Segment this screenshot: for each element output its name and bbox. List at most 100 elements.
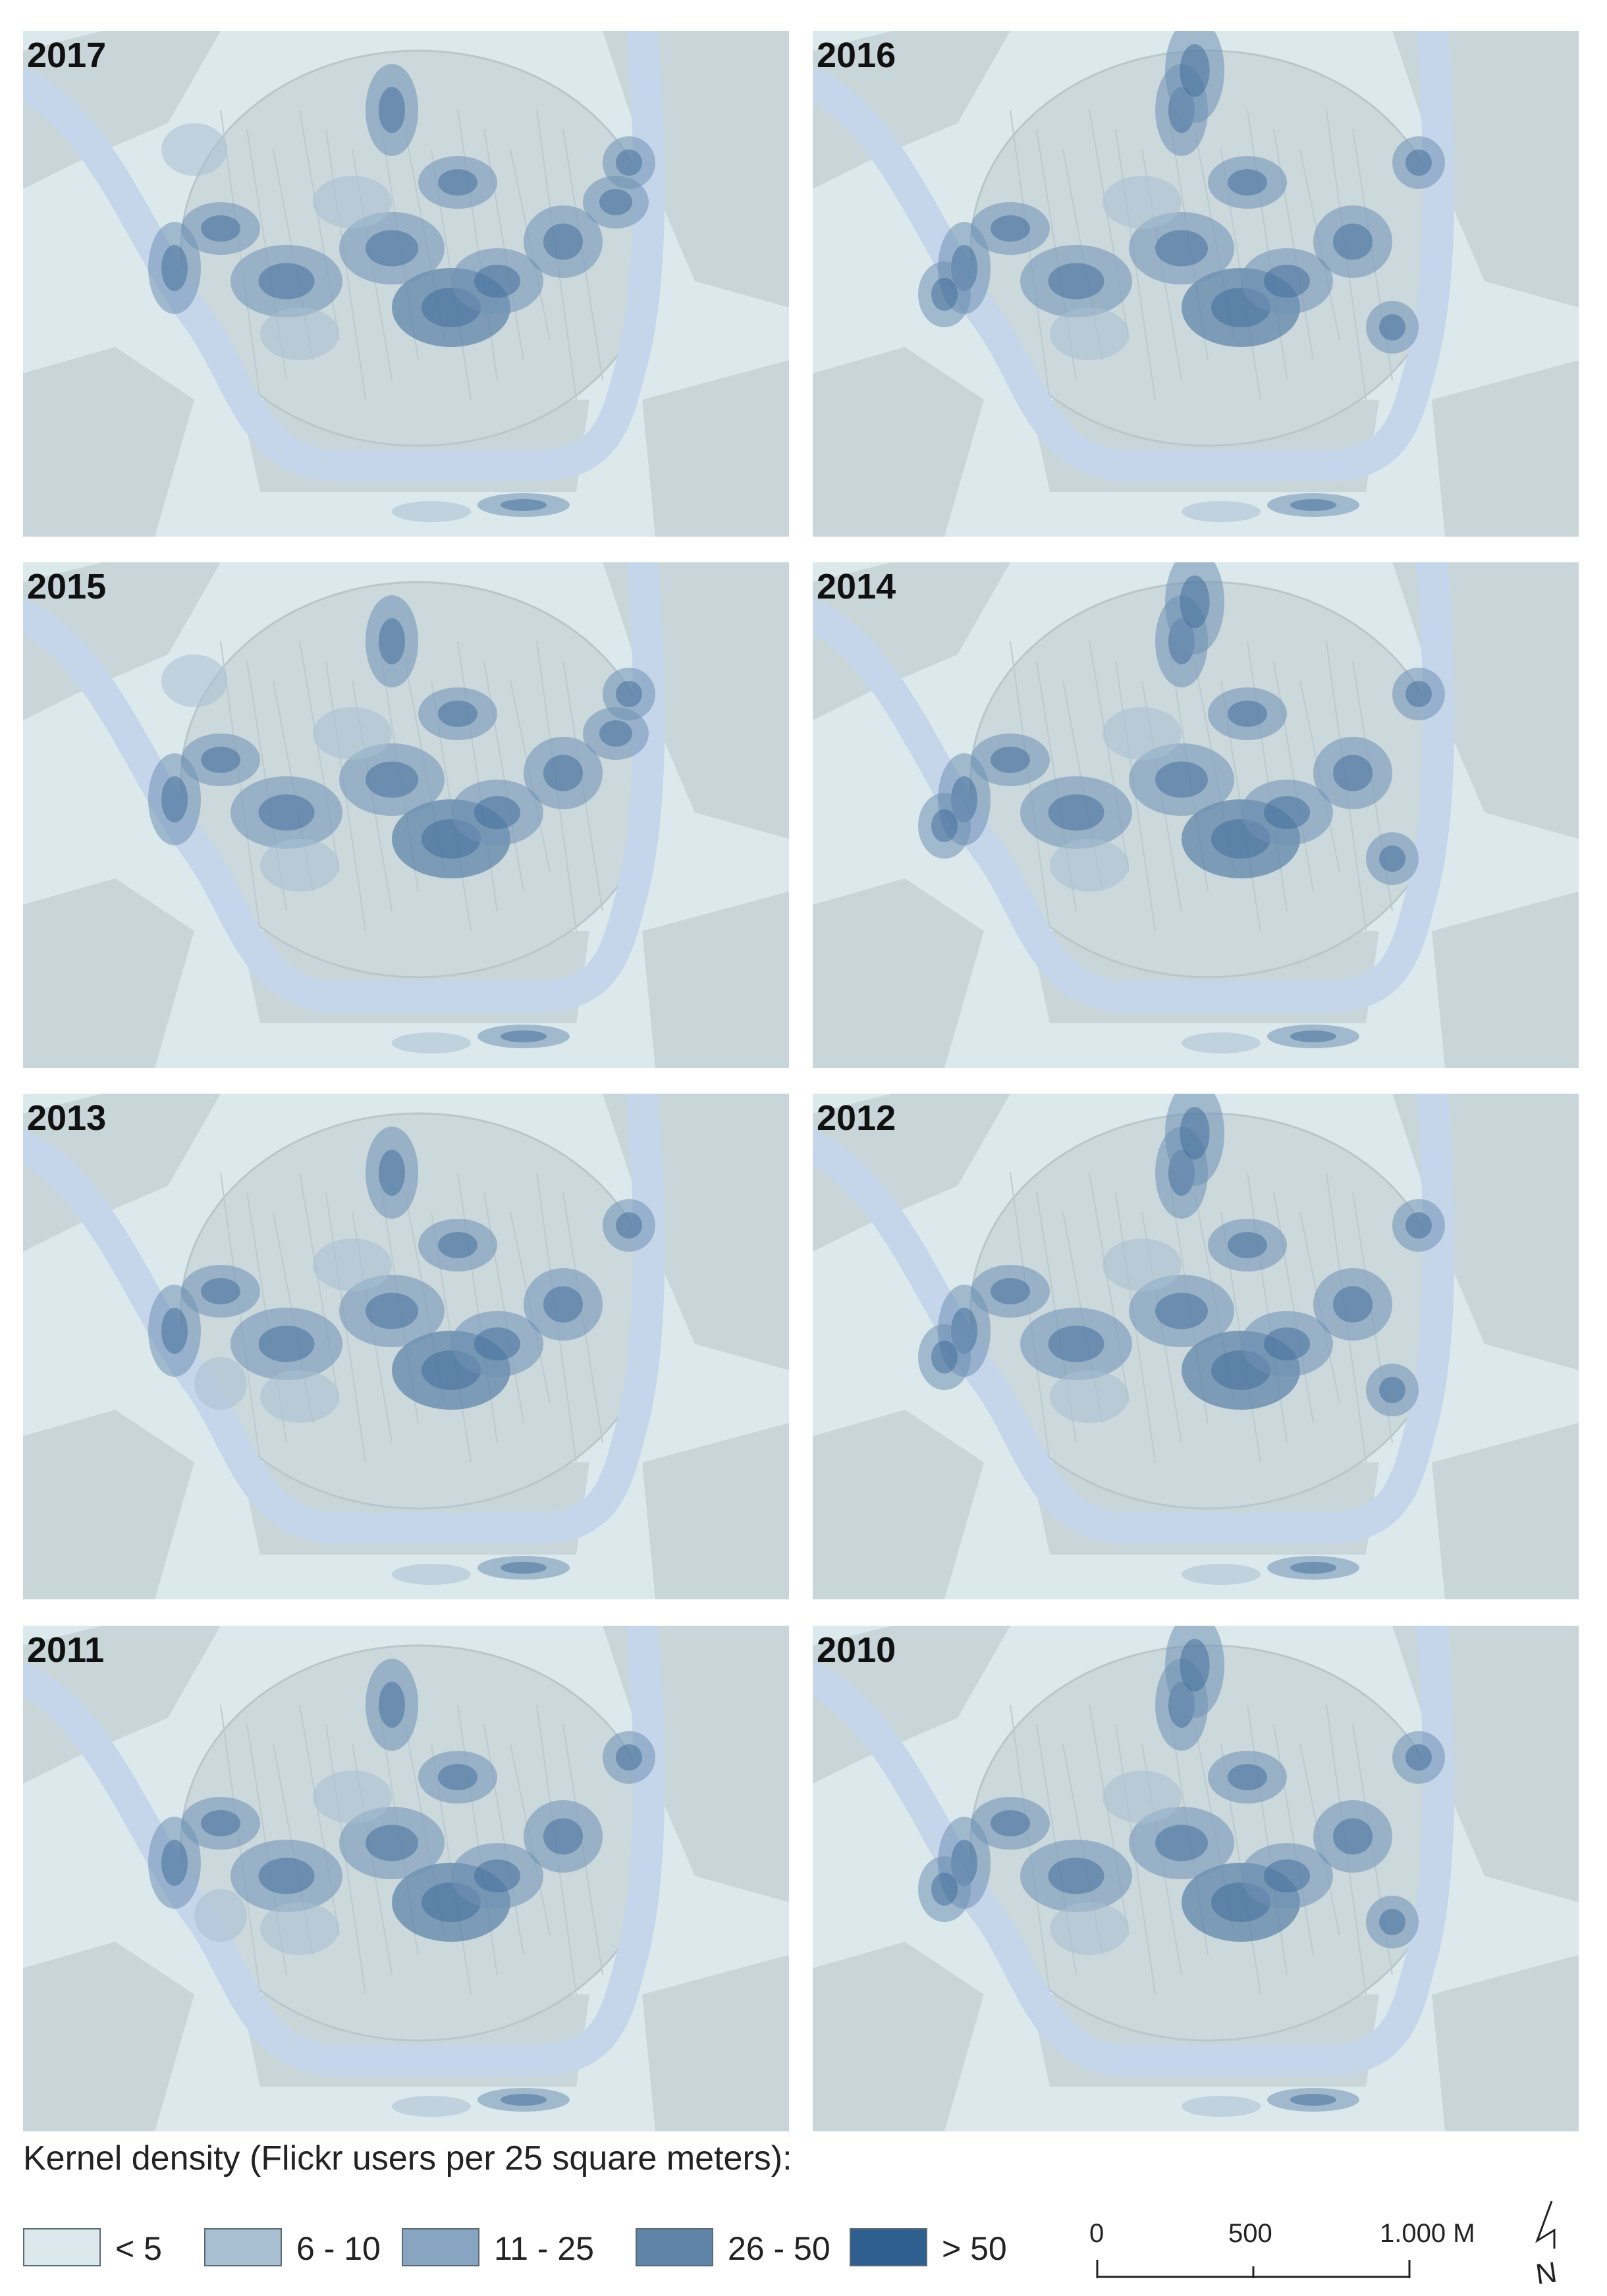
land-area: [1432, 360, 1579, 537]
legend-label: 11 - 25: [494, 2230, 594, 2267]
density-core: [366, 1293, 418, 1329]
density-core: [599, 720, 632, 747]
density-core: [543, 1286, 583, 1323]
river: [813, 1094, 1455, 1544]
land-area: [23, 878, 194, 1068]
river: [813, 31, 1455, 481]
density-core: [161, 776, 188, 822]
density-core: [201, 1810, 240, 1836]
street-line: [299, 1172, 340, 1404]
street-line: [1010, 641, 1050, 932]
density-core: [1155, 1293, 1208, 1329]
density-core: [1290, 1562, 1336, 1574]
density-core: [543, 223, 583, 260]
street-line: [220, 641, 261, 932]
land-area: [23, 347, 194, 537]
density-core: [474, 796, 520, 829]
density-core: [931, 1341, 958, 1374]
land-area: [1432, 1955, 1579, 2131]
panel-year-label: 2015: [27, 567, 107, 606]
density-cluster: [161, 123, 227, 176]
density-cluster: [313, 176, 392, 228]
density-core: [1264, 265, 1310, 298]
density-core: [1379, 314, 1405, 340]
street-line: [299, 1704, 340, 1936]
land-area: [23, 31, 221, 189]
panel-year-label: 2014: [817, 567, 896, 606]
density-core: [161, 1840, 188, 1886]
density-core: [1180, 575, 1210, 628]
density-core: [438, 701, 477, 727]
panel-year-label: 2016: [817, 36, 896, 75]
density-core: [501, 499, 547, 511]
density-cluster: [313, 1771, 392, 1823]
density-core: [1405, 149, 1432, 176]
density-core: [616, 149, 642, 176]
map-graphic: [23, 1094, 789, 1599]
legend-label: > 50: [942, 2230, 1007, 2267]
density-core: [1228, 701, 1267, 727]
density-core: [474, 1859, 520, 1892]
density-core: [201, 747, 240, 773]
density-core: [599, 189, 632, 215]
density-core: [991, 1278, 1030, 1304]
north-arrow-icon: N: [1534, 2201, 1559, 2291]
land-area: [23, 1626, 221, 1784]
density-cluster: [194, 1889, 247, 1942]
street-line: [1089, 1172, 1130, 1404]
density-core: [366, 761, 418, 798]
river: [813, 562, 1455, 1013]
legend-label: < 5: [115, 2230, 162, 2267]
legend-swatch: [402, 2228, 479, 2266]
density-core: [474, 265, 520, 298]
density-cluster: [1050, 1902, 1129, 1955]
map-panel-2010: 2010: [813, 1626, 1579, 2131]
density-cluster: [1182, 501, 1261, 522]
density-core: [501, 2094, 547, 2106]
density-core: [991, 747, 1030, 773]
street-line: [1089, 1704, 1130, 1936]
density-core: [1379, 1377, 1405, 1403]
map-graphic: [23, 1626, 789, 2131]
density-cluster: [1182, 1564, 1261, 1585]
density-core: [991, 1810, 1030, 1836]
land-area: [23, 562, 221, 720]
land-area: [23, 1094, 221, 1252]
density-core: [258, 1325, 315, 1362]
density-core: [1228, 1764, 1267, 1790]
street-line: [1010, 1172, 1050, 1463]
density-core: [616, 681, 642, 707]
density-core: [1180, 1639, 1210, 1692]
density-core: [1180, 44, 1210, 97]
land-area: [813, 878, 984, 1068]
land-area: [813, 1094, 1010, 1252]
density-core: [161, 245, 188, 291]
density-core: [931, 809, 958, 842]
density-core: [438, 1232, 477, 1258]
river: [23, 1626, 665, 2076]
scale-tick-1000: 1.000 M: [1380, 2219, 1475, 2248]
scale-bar-graphic: [1096, 2260, 1411, 2278]
land-area: [813, 1410, 984, 1599]
density-cluster: [1050, 307, 1129, 360]
map-graphic: [813, 31, 1579, 537]
density-core: [1180, 1107, 1210, 1160]
density-core: [258, 1857, 315, 1894]
density-core: [501, 1562, 547, 1574]
street-line: [299, 641, 340, 872]
density-core: [1290, 499, 1336, 511]
street-line: [220, 1172, 261, 1463]
density-cluster: [260, 1902, 339, 1955]
map-graphic: [813, 1626, 1579, 2131]
street-line: [1010, 109, 1050, 400]
density-core: [379, 618, 405, 664]
land-area: [642, 1423, 789, 1599]
density-cluster: [1182, 1032, 1261, 1054]
legend-label: 26 - 50: [728, 2230, 831, 2267]
density-core: [1228, 169, 1267, 196]
density-core: [379, 1150, 405, 1196]
land-area: [642, 1955, 789, 2131]
map-panel-2013: 2013: [23, 1094, 789, 1599]
land-area: [23, 1942, 194, 2131]
density-cluster: [1103, 1239, 1182, 1291]
